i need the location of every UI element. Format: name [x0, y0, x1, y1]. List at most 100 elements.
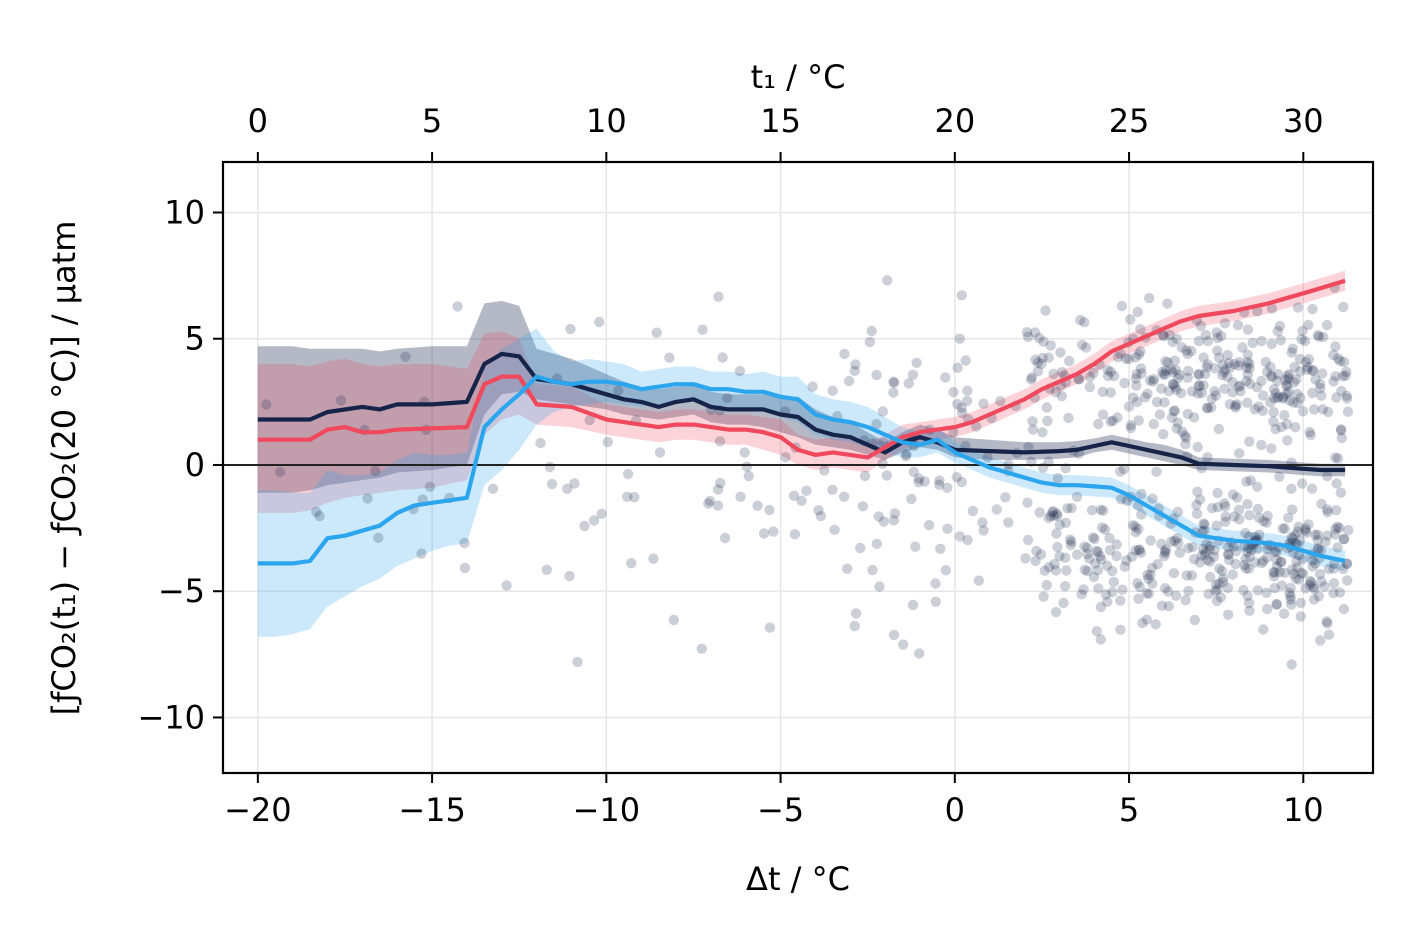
top-tick-label-1: 5	[422, 102, 442, 140]
scatter-point-693	[1261, 587, 1272, 598]
scatter-point-427	[1203, 588, 1214, 600]
scatter-point-469	[1209, 363, 1221, 374]
scatter-point-539	[1183, 365, 1194, 377]
scatter-point-184	[1030, 555, 1041, 567]
scatter-point-860	[1301, 527, 1312, 538]
scatter-point-443	[1224, 399, 1236, 410]
scatter-point-262	[1066, 536, 1077, 547]
scatter-point-187	[1026, 374, 1037, 385]
scatter-point-299	[1048, 368, 1059, 380]
scatter-point-782	[1295, 392, 1306, 404]
scatter-point-644	[1249, 557, 1261, 568]
scatter-point-487	[1171, 384, 1182, 395]
scatter-point-733	[1253, 401, 1264, 412]
scatter-point-681	[1332, 453, 1344, 464]
scatter-point-140	[910, 541, 921, 552]
scatter-point-322	[1107, 415, 1119, 426]
scatter-point-217	[1095, 634, 1107, 645]
scatter-point-573	[1233, 360, 1245, 371]
scatter-point-739	[1234, 448, 1245, 459]
top-tick-label-3: 15	[760, 102, 801, 140]
scatter-point-491	[1164, 329, 1175, 340]
scatter-point-188	[1056, 366, 1068, 378]
top-tick-label-2: 10	[586, 102, 627, 140]
scatter-point-381	[1215, 592, 1227, 603]
scatter-point-666	[1240, 553, 1251, 565]
scatter-point-660	[1300, 583, 1311, 594]
scatter-point-761	[1260, 356, 1272, 368]
scatter-point-27	[546, 478, 558, 490]
scatter-point-419	[1147, 578, 1158, 589]
scatter-point-72	[829, 524, 840, 535]
scatter-point-232	[1094, 551, 1106, 562]
scatter-point-405	[1222, 582, 1234, 594]
scatter-point-649	[1271, 598, 1282, 610]
scatter-point-408	[1202, 402, 1213, 414]
scatter-point-115	[961, 395, 973, 407]
scatter-point-648	[1285, 594, 1296, 605]
scatter-point-488	[1202, 335, 1214, 347]
scatter-point-421	[1227, 387, 1238, 398]
scatter-point-554	[1218, 366, 1230, 378]
scatter-point-16	[424, 481, 436, 492]
scatter-point-257	[1051, 508, 1063, 519]
scatter-point-312	[1071, 491, 1083, 502]
scatter-point-786	[1241, 362, 1252, 373]
scatter-point-816	[1242, 546, 1253, 557]
scatter-point-197	[1045, 510, 1056, 522]
scatter-point-254	[1082, 566, 1093, 577]
scatter-point-598	[1308, 594, 1320, 605]
scatter-point-271	[1079, 564, 1091, 575]
scatter-point-784	[1262, 366, 1273, 377]
scatter-point-712	[1251, 382, 1263, 393]
scatter-point-73	[544, 461, 556, 473]
scatter-point-84	[815, 510, 826, 522]
scatter-point-242	[1116, 300, 1128, 312]
scatter-point-468	[1165, 364, 1177, 375]
scatter-point-849	[1286, 532, 1297, 543]
scatter-point-67	[839, 348, 850, 360]
scatter-point-153	[859, 470, 871, 482]
scatter-point-320	[1034, 507, 1045, 518]
scatter-point-428	[1135, 324, 1146, 335]
scatter-point-448	[1227, 489, 1239, 500]
scatter-point-426	[1158, 429, 1169, 440]
scatter-point-268	[1092, 546, 1104, 558]
scatter-point-65	[654, 447, 666, 458]
scatter-point-718	[1328, 563, 1339, 574]
scatter-point-42	[569, 478, 580, 489]
scatter-point-255	[1050, 606, 1062, 618]
scatter-point-748	[1291, 374, 1302, 385]
scatter-point-616	[1265, 370, 1277, 382]
scatter-point-68	[734, 365, 746, 377]
scatter-point-777	[1307, 555, 1318, 566]
scatter-point-605	[1241, 375, 1252, 387]
scatter-point-466	[1193, 369, 1204, 380]
scatter-point-332	[1162, 298, 1173, 309]
scatter-point-425	[1193, 369, 1205, 380]
y-tick-label-3: 5	[185, 320, 205, 358]
scatter-point-667	[1244, 358, 1255, 370]
scatter-point-528	[1152, 559, 1163, 570]
scatter-point-380	[1126, 551, 1138, 562]
scatter-point-455	[1192, 486, 1203, 497]
scatter-point-163	[982, 452, 993, 463]
scatter-point-316	[1035, 549, 1047, 560]
scatter-point-138	[951, 472, 962, 483]
scatter-point-339	[1180, 438, 1191, 450]
scatter-point-503	[1222, 371, 1233, 382]
scatter-point-494	[1174, 547, 1186, 558]
scatter-point-822	[1269, 583, 1281, 594]
scatter-point-615	[1262, 603, 1273, 615]
y-axis-label: [ƒCO₂(t₁) − ƒCO₂(20 °C)] / µatm	[45, 221, 83, 716]
scatter-point-691	[1308, 365, 1319, 376]
scatter-point-357	[1197, 543, 1209, 555]
scatter-point-118	[855, 542, 866, 554]
scatter-point-200	[1097, 522, 1108, 533]
scatter-point-552	[1159, 546, 1171, 557]
y-axis: −10 −5 0 5 10	[137, 193, 223, 736]
scatter-point-135	[956, 476, 967, 488]
scatter-point-290	[1101, 560, 1113, 571]
scatter-point-296	[1023, 441, 1034, 453]
